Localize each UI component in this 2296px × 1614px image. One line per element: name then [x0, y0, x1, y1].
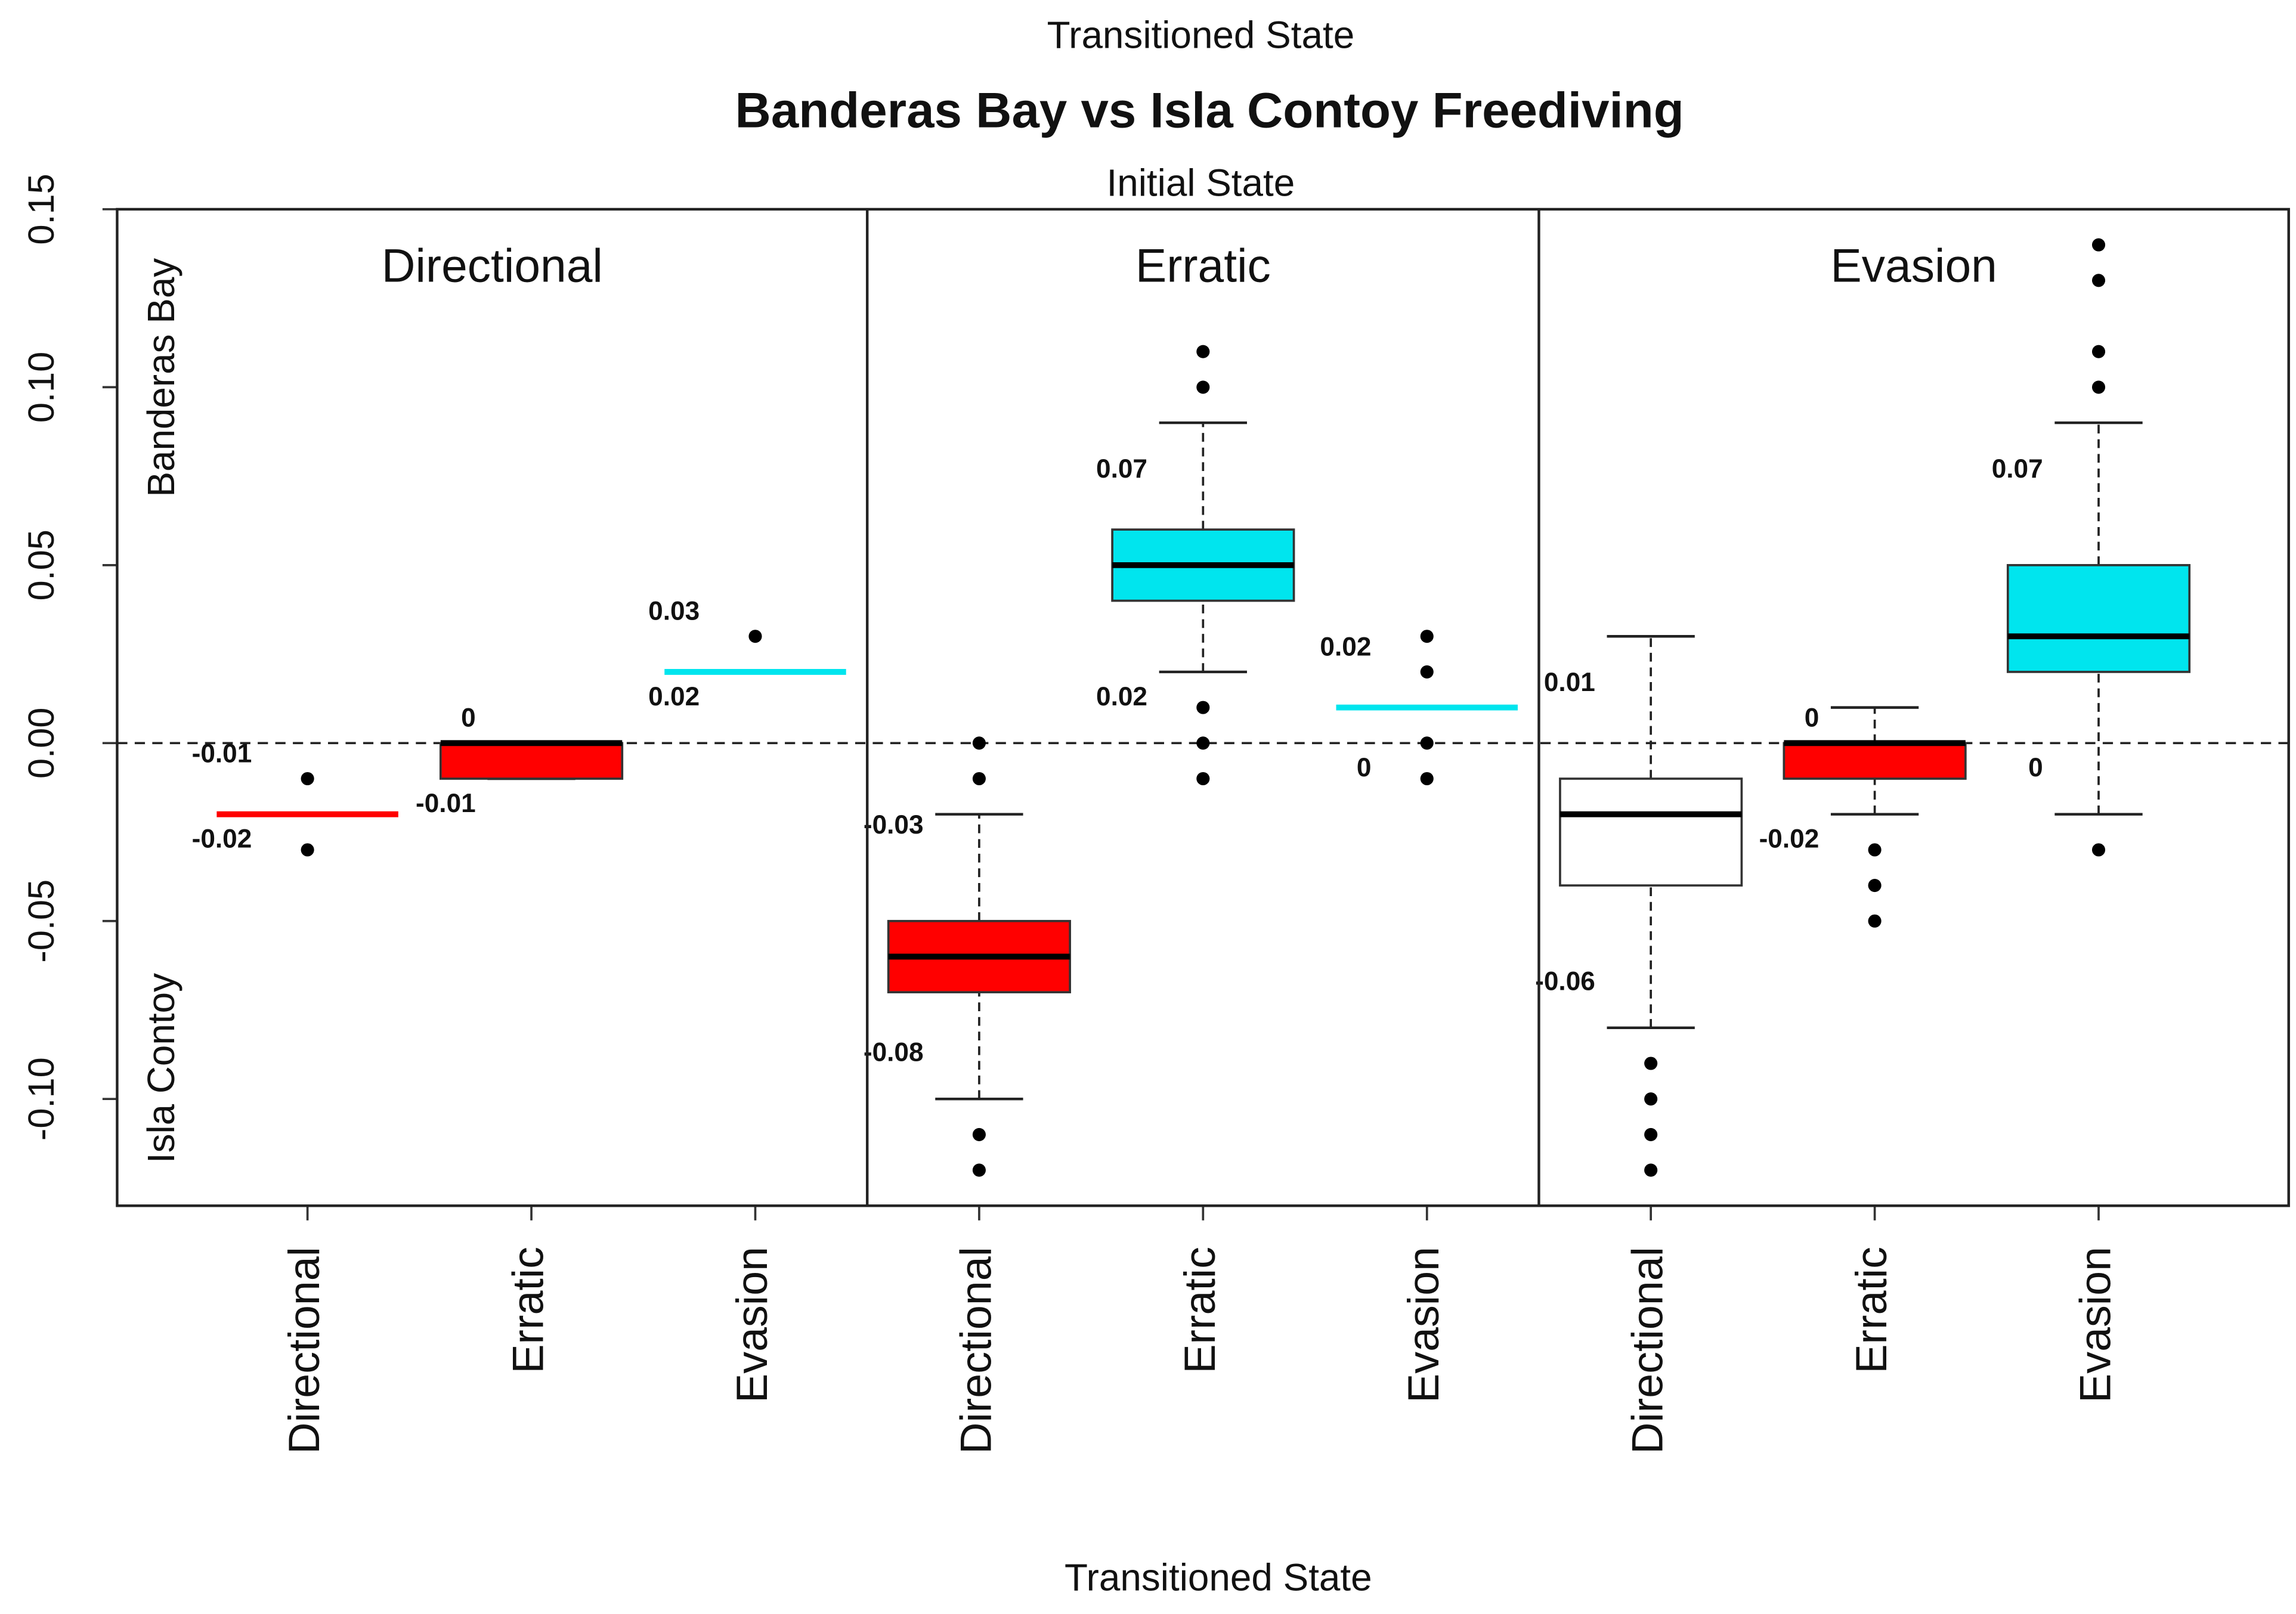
box: [1559, 777, 1743, 887]
top-label: Transitioned State: [1047, 14, 1355, 57]
value-label: 0: [2028, 753, 2043, 782]
value-label: -0.08: [864, 1038, 924, 1067]
value-label: 0.07: [1096, 454, 1147, 484]
outlier: [1868, 914, 1882, 928]
outlier: [1644, 1057, 1658, 1070]
outlier: [972, 1127, 986, 1141]
box: [2006, 564, 2191, 673]
outlier: [1196, 380, 1210, 394]
x-tick-label: Evasion: [727, 1247, 776, 1403]
group-label: Isla Contoy: [140, 973, 182, 1163]
value-label: -0.02: [192, 825, 252, 854]
value-label: 0: [1357, 753, 1372, 782]
outlier: [1644, 1092, 1658, 1106]
value-label: 0: [461, 704, 476, 733]
y-tick-label: 0.15: [21, 174, 62, 244]
panel-axis-label: Initial State: [1107, 162, 1295, 205]
plot-frame: [116, 207, 2290, 1207]
x-tick-label: Evasion: [2070, 1247, 2119, 1403]
outlier: [748, 630, 762, 643]
panel-title: Directional: [382, 239, 603, 292]
outlier: [1196, 772, 1210, 786]
outlier: [301, 772, 314, 786]
value-label: 0: [1805, 704, 1820, 733]
outlier: [1868, 879, 1882, 893]
outlier: [972, 736, 986, 750]
outlier: [1644, 1163, 1658, 1177]
value-label: -0.01: [192, 739, 252, 768]
value-label: -0.06: [1535, 966, 1595, 996]
outlier: [1420, 630, 1434, 643]
x-tick-label: Evasion: [1398, 1247, 1448, 1403]
value-label: 0.01: [1544, 668, 1595, 697]
y-tick-label: -0.10: [21, 1057, 62, 1141]
outlier: [2091, 274, 2106, 287]
box: [1783, 742, 1967, 780]
box: [439, 742, 624, 780]
value-label: -0.03: [864, 810, 924, 839]
panel-title: Erratic: [1135, 239, 1271, 292]
outlier: [1420, 736, 1434, 750]
value-label: 0.03: [648, 597, 700, 626]
outlier: [1196, 701, 1210, 714]
outlier: [1420, 772, 1434, 786]
chart-title: Banderas Bay vs Isla Contoy Freediving: [735, 82, 1684, 138]
value-label: 0.02: [1096, 682, 1147, 711]
y-tick-label: 0.00: [21, 708, 62, 779]
x-tick-label: Erratic: [1846, 1247, 1896, 1374]
x-tick-label: Directional: [951, 1247, 1000, 1454]
value-label: 0.02: [1320, 632, 1371, 661]
outlier: [1644, 1127, 1658, 1141]
y-tick-label: -0.05: [21, 879, 62, 963]
outlier: [301, 843, 314, 857]
x-tick-label: Erratic: [1175, 1247, 1224, 1374]
y-tick-label: 0.05: [21, 529, 62, 600]
outlier: [1868, 843, 1882, 857]
outlier: [972, 772, 986, 786]
x-tick-label: Erratic: [503, 1247, 552, 1374]
value-label: -0.02: [1759, 825, 1820, 854]
outlier: [972, 1163, 986, 1177]
outlier: [2091, 238, 2106, 252]
panel-title: Evasion: [1830, 239, 1997, 292]
outlier: [2091, 843, 2106, 857]
group-label: Banderas Bay: [140, 258, 182, 497]
x-axis-label: Transitioned State: [1065, 1556, 1372, 1598]
x-tick-label: Directional: [1623, 1247, 1672, 1454]
outlier: [1196, 736, 1210, 750]
x-tick-label: Directional: [279, 1247, 329, 1454]
value-label: 0.07: [1992, 454, 2043, 484]
outlier: [1420, 665, 1434, 679]
y-tick-label: 0.10: [21, 352, 62, 423]
outlier: [2091, 345, 2106, 358]
outlier: [2091, 380, 2106, 394]
value-label: 0.02: [648, 682, 700, 711]
value-label: -0.01: [416, 789, 476, 818]
outlier: [1196, 345, 1210, 358]
